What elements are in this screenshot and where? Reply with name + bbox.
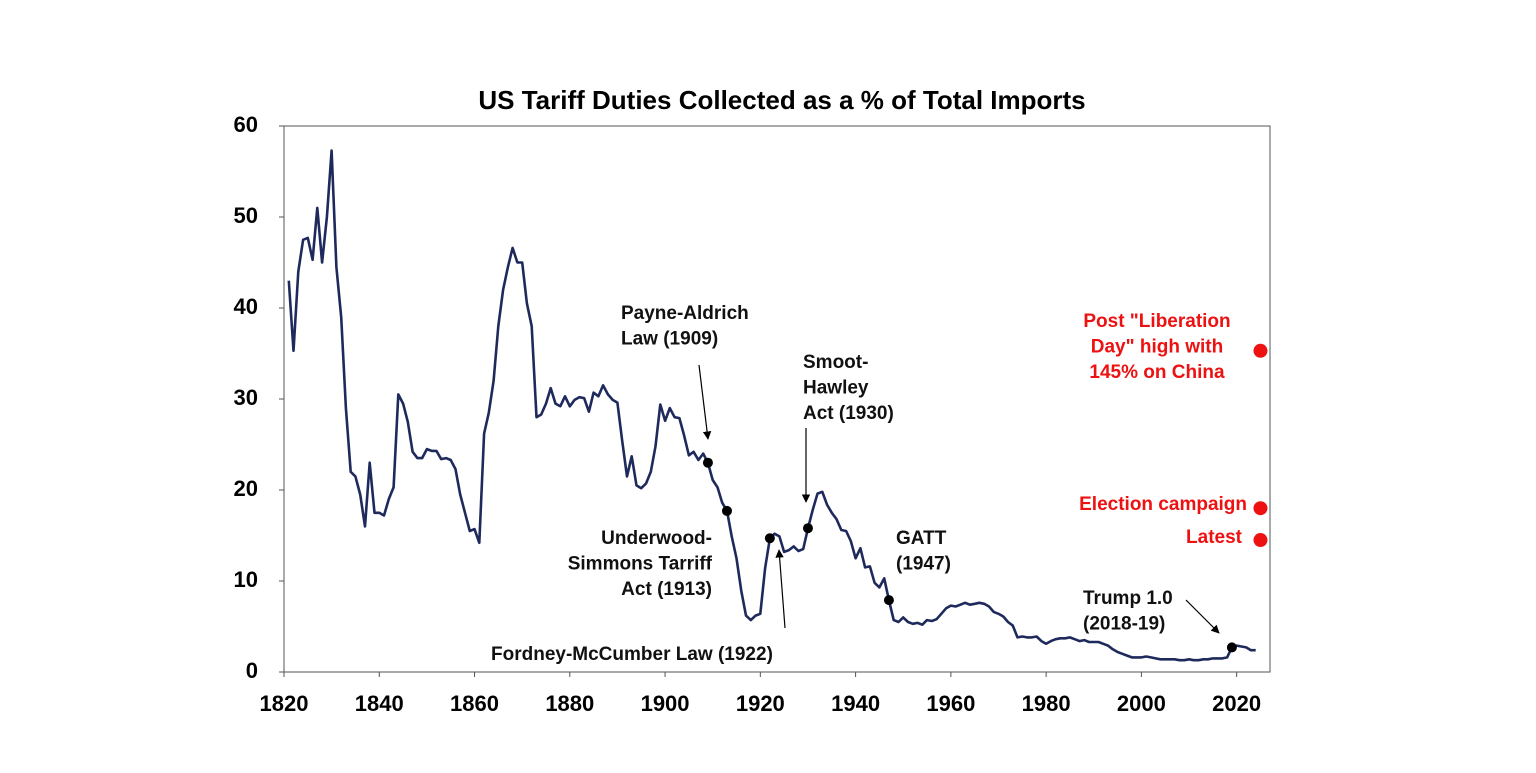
highlight-label: Day" high with [1091, 336, 1224, 357]
y-tick-label: 30 [234, 385, 258, 410]
event-label: Simmons Tarriff [568, 554, 713, 575]
event-point [764, 533, 775, 544]
highlight-label: Election campaign [1079, 494, 1247, 515]
event-point [883, 595, 894, 606]
y-tick-label: 20 [234, 476, 258, 501]
event-label: Underwood- [601, 528, 712, 549]
event-arrow [775, 549, 786, 629]
event-arrow [1185, 599, 1220, 634]
event-label: Hawley [803, 378, 869, 399]
event-label: Payne-Aldrich [621, 303, 749, 324]
data-line [287, 149, 1256, 662]
x-tick-label: 1820 [260, 691, 309, 716]
event-point [702, 457, 713, 468]
y-tick-label: 40 [234, 294, 258, 319]
highlight-point [1253, 533, 1268, 548]
event-label: Act (1913) [621, 579, 712, 600]
x-tick-label: 1880 [545, 691, 594, 716]
event-label: (2018-19) [1083, 614, 1165, 635]
event-label: Smoot- [803, 352, 868, 373]
event-label: Law (1909) [621, 329, 718, 350]
event-label: (1947) [896, 554, 951, 575]
event-arrow [698, 364, 712, 440]
x-tick-label: 1840 [355, 691, 404, 716]
event-label: GATT [896, 528, 947, 549]
event-point [1226, 642, 1237, 653]
y-tick-label: 60 [234, 112, 258, 137]
highlight-point [1253, 343, 1268, 358]
y-tick-label: 50 [234, 203, 258, 228]
y-tick-label: 0 [246, 658, 258, 683]
y-tick-label: 10 [234, 567, 258, 592]
x-tick-label: 2000 [1117, 691, 1166, 716]
x-tick-label: 1940 [831, 691, 880, 716]
x-tick-label: 1980 [1022, 691, 1071, 716]
event-label: Fordney-McCumber Law (1922) [491, 644, 773, 665]
event-point [721, 505, 732, 516]
x-tick-label: 1860 [450, 691, 499, 716]
x-tick-label: 2020 [1212, 691, 1261, 716]
x-tick-label: 1900 [641, 691, 690, 716]
x-tick-label: 1920 [736, 691, 785, 716]
event-label: Act (1930) [803, 403, 894, 424]
event-point [802, 523, 813, 534]
highlight-label: 145% on China [1089, 362, 1225, 383]
x-tick-label: 1960 [926, 691, 975, 716]
highlight-label: Post "Liberation [1083, 311, 1230, 332]
highlight-point [1253, 501, 1268, 516]
highlight-label: Latest [1186, 527, 1243, 548]
chart-title: US Tariff Duties Collected as a % of Tot… [478, 85, 1085, 115]
event-label: Trump 1.0 [1083, 588, 1173, 609]
